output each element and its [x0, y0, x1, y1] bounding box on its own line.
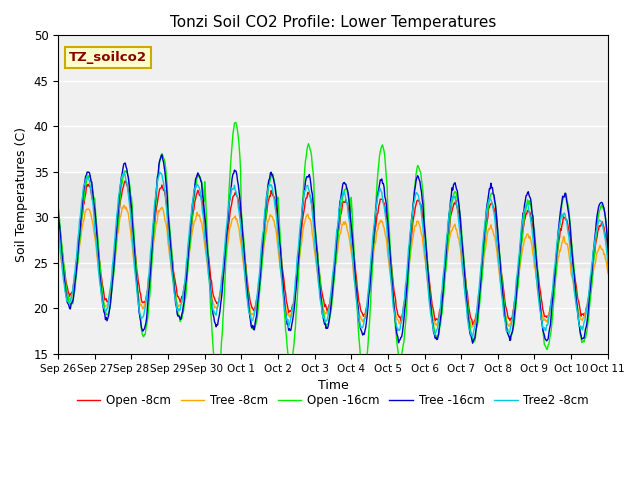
Tree2 -8cm	[123, 180, 131, 185]
Tree2 -8cm	[260, 216, 268, 221]
Open -16cm	[446, 220, 454, 226]
Line: Tree -16cm: Tree -16cm	[58, 155, 640, 343]
Tree -8cm	[124, 209, 131, 215]
Tree -8cm	[445, 240, 452, 245]
Line: Open -16cm: Open -16cm	[58, 122, 640, 377]
Tree -8cm	[412, 223, 420, 229]
Tree2 -8cm	[412, 190, 420, 195]
Tree -16cm	[445, 213, 452, 218]
Open -8cm	[124, 184, 131, 190]
Tree -8cm	[54, 235, 62, 241]
Open -16cm	[413, 166, 420, 172]
Tree2 -8cm	[232, 188, 239, 193]
Tree -8cm	[282, 311, 290, 316]
Tree -16cm	[123, 166, 131, 172]
Tree -8cm	[260, 240, 268, 246]
Tree -16cm	[282, 314, 290, 320]
Open -8cm	[470, 322, 477, 328]
Bar	[58, 172, 608, 267]
Open -16cm	[261, 223, 269, 229]
Tree2 -8cm	[445, 214, 452, 219]
Open -8cm	[260, 231, 268, 237]
Tree -16cm	[260, 221, 268, 227]
Open -16cm	[232, 120, 240, 125]
Open -16cm	[232, 120, 239, 125]
Tree -8cm	[468, 324, 476, 330]
Tree -16cm	[158, 152, 166, 158]
Tree -16cm	[412, 177, 420, 183]
Open -8cm	[282, 299, 290, 304]
Line: Tree -8cm: Tree -8cm	[58, 205, 640, 327]
Title: Tonzi Soil CO2 Profile: Lower Temperatures: Tonzi Soil CO2 Profile: Lower Temperatur…	[170, 15, 496, 30]
Open -16cm	[123, 168, 131, 174]
Legend: Open -8cm, Tree -8cm, Open -16cm, Tree -16cm, Tree2 -8cm: Open -8cm, Tree -8cm, Open -16cm, Tree -…	[72, 389, 594, 411]
Open -8cm	[232, 190, 239, 195]
Text: TZ_soilco2: TZ_soilco2	[69, 51, 147, 64]
Line: Open -8cm: Open -8cm	[58, 181, 640, 325]
Open -16cm	[54, 204, 62, 209]
Tree -8cm	[232, 213, 239, 219]
Open -8cm	[54, 209, 62, 215]
Open -8cm	[445, 229, 452, 235]
Open -16cm	[213, 374, 221, 380]
Open -8cm	[412, 202, 420, 207]
Tree2 -8cm	[468, 335, 476, 340]
Tree -16cm	[54, 209, 62, 215]
Open -8cm	[122, 178, 129, 184]
Line: Tree2 -8cm: Tree2 -8cm	[58, 172, 640, 337]
Tree2 -8cm	[156, 169, 163, 175]
Open -16cm	[284, 344, 291, 349]
Tree -8cm	[120, 203, 127, 208]
X-axis label: Time: Time	[317, 379, 348, 392]
Tree -16cm	[232, 168, 239, 174]
Y-axis label: Soil Temperatures (C): Soil Temperatures (C)	[15, 127, 28, 262]
Tree -16cm	[468, 340, 476, 346]
Tree2 -8cm	[282, 314, 290, 320]
Tree2 -8cm	[54, 222, 62, 228]
